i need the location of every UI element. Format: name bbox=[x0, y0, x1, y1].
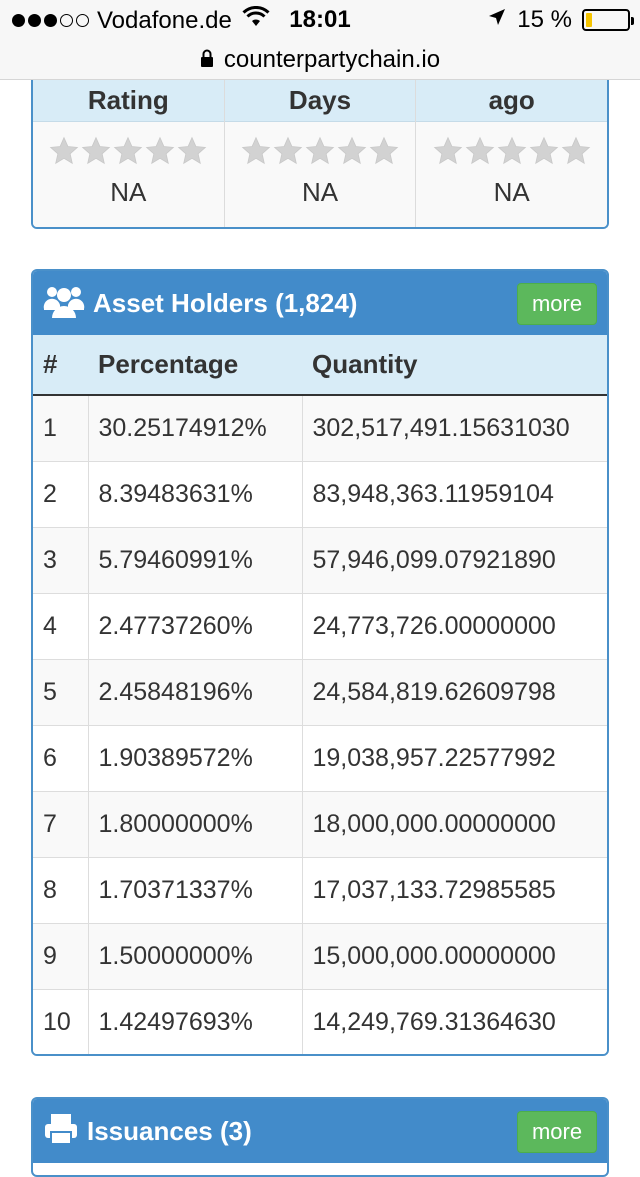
table-row: 6 1.90389572% 19,038,957.22577992 bbox=[33, 724, 607, 791]
cell-rank: 10 bbox=[33, 988, 89, 1054]
column-header-quantity[interactable]: Quantity bbox=[302, 335, 607, 396]
column-header-rank[interactable]: # bbox=[33, 335, 88, 396]
cell-rank: 1 bbox=[33, 394, 89, 461]
rating-value: NA bbox=[110, 177, 147, 207]
rating-column: Days NA bbox=[224, 80, 417, 227]
cell-quantity: 19,038,957.22577992 bbox=[302, 724, 607, 791]
star-rating-icon bbox=[48, 135, 208, 167]
rating-column: Rating NA bbox=[33, 80, 225, 227]
rating-column-header: Rating bbox=[33, 80, 224, 122]
table-row: 1 30.25174912% 302,517,491.15631030 bbox=[33, 394, 607, 461]
table-row: 7 1.80000000% 18,000,000.00000000 bbox=[33, 790, 607, 857]
url-domain[interactable]: counterpartychain.io bbox=[223, 45, 441, 73]
cell-percentage: 1.70371337% bbox=[88, 856, 303, 923]
rating-column-header: ago bbox=[416, 80, 607, 122]
location-arrow-icon bbox=[487, 6, 507, 34]
url-bar[interactable]: counterpartychain.io bbox=[0, 40, 640, 80]
cell-rank: 9 bbox=[33, 922, 89, 989]
lock-icon bbox=[200, 46, 214, 74]
issuances-title: Issuances (3) bbox=[87, 1115, 252, 1146]
status-bar: Vodafone.de 18:01 15 % bbox=[0, 0, 640, 40]
cell-rank: 7 bbox=[33, 790, 89, 857]
printer-icon bbox=[43, 1112, 79, 1151]
cell-percentage: 1.80000000% bbox=[88, 790, 303, 857]
rating-column-body: NA bbox=[33, 122, 224, 227]
cell-percentage: 30.25174912% bbox=[88, 394, 303, 461]
asset-holders-title: Asset Holders (1,824) bbox=[93, 287, 358, 318]
table-row: 2 8.39483631% 83,948,363.11959104 bbox=[33, 460, 607, 527]
cell-percentage: 2.47737260% bbox=[88, 592, 303, 659]
cell-rank: 6 bbox=[33, 724, 89, 791]
cell-rank: 2 bbox=[33, 460, 89, 527]
clock: 18:01 bbox=[289, 6, 351, 33]
cell-quantity: 14,249,769.31364630 bbox=[302, 988, 607, 1054]
rating-column-body: NA bbox=[224, 122, 416, 227]
cell-quantity: 83,948,363.11959104 bbox=[302, 460, 607, 527]
cell-percentage: 8.39483631% bbox=[88, 460, 303, 527]
rating-value: NA bbox=[301, 177, 339, 207]
cell-percentage: 5.79460991% bbox=[88, 526, 303, 593]
carrier-name: Vodafone.de bbox=[97, 6, 232, 34]
cell-percentage: 1.42497693% bbox=[88, 988, 303, 1054]
column-header-percentage[interactable]: Percentage bbox=[88, 335, 302, 396]
table-row: 9 1.50000000% 15,000,000.00000000 bbox=[33, 922, 607, 989]
cell-quantity: 18,000,000.00000000 bbox=[302, 790, 607, 857]
cell-quantity: 15,000,000.00000000 bbox=[302, 922, 607, 989]
cell-rank: 4 bbox=[33, 592, 89, 659]
rating-column: ago NA bbox=[416, 80, 607, 227]
cell-percentage: 1.90389572% bbox=[88, 724, 303, 791]
signal-strength-icon bbox=[12, 14, 89, 27]
rating-column-header: Days bbox=[224, 80, 416, 122]
table-row: 5 2.45848196% 24,584,819.62609798 bbox=[33, 658, 607, 725]
cell-rank: 5 bbox=[33, 658, 89, 725]
rating-value: NA bbox=[493, 177, 530, 207]
asset-holders-panel: Asset Holders (1,824) more # Percentage … bbox=[31, 269, 609, 1056]
star-rating-icon bbox=[240, 135, 400, 167]
holders-table: # Percentage Quantity 1 30.25174912% 302,5… bbox=[33, 335, 607, 1054]
table-row: 3 5.79460991% 57,946,099.07921890 bbox=[33, 526, 607, 593]
cell-quantity: 24,584,819.62609798 bbox=[302, 658, 607, 725]
cell-rank: 3 bbox=[33, 526, 89, 593]
table-row: 8 1.70371337% 17,037,133.72985585 bbox=[33, 856, 607, 923]
issuances-more-button[interactable]: more bbox=[517, 1111, 597, 1153]
users-group-icon bbox=[43, 283, 85, 324]
holders-more-button[interactable]: more bbox=[517, 283, 597, 325]
cell-rank: 8 bbox=[33, 856, 89, 923]
wifi-icon bbox=[242, 5, 270, 35]
issuances-header: Issuances (3) more bbox=[33, 1099, 607, 1163]
battery-percent: 15 % bbox=[517, 6, 572, 33]
cell-quantity: 24,773,726.00000000 bbox=[302, 592, 607, 659]
table-row: 4 2.47737260% 24,773,726.00000000 bbox=[33, 592, 607, 659]
cell-percentage: 1.50000000% bbox=[88, 922, 303, 989]
cell-quantity: 302,517,491.15631030 bbox=[302, 394, 607, 461]
issuances-panel: Issuances (3) more bbox=[31, 1097, 609, 1177]
cell-percentage: 2.45848196% bbox=[88, 658, 303, 725]
star-rating-icon bbox=[432, 135, 592, 167]
battery-icon bbox=[582, 9, 634, 31]
battery-level bbox=[586, 13, 592, 27]
table-row: 10 1.42497693% 14,249,769.31364630 bbox=[33, 988, 607, 1054]
cell-quantity: 17,037,133.72985585 bbox=[302, 856, 607, 923]
rating-column-body: NA bbox=[416, 122, 607, 227]
rating-panel: Rating NA Days NA ago NA bbox=[31, 80, 609, 229]
asset-holders-header: Asset Holders (1,824) more bbox=[33, 271, 607, 335]
cell-quantity: 57,946,099.07921890 bbox=[302, 526, 607, 593]
table-header-row: # Percentage Quantity bbox=[33, 335, 607, 396]
